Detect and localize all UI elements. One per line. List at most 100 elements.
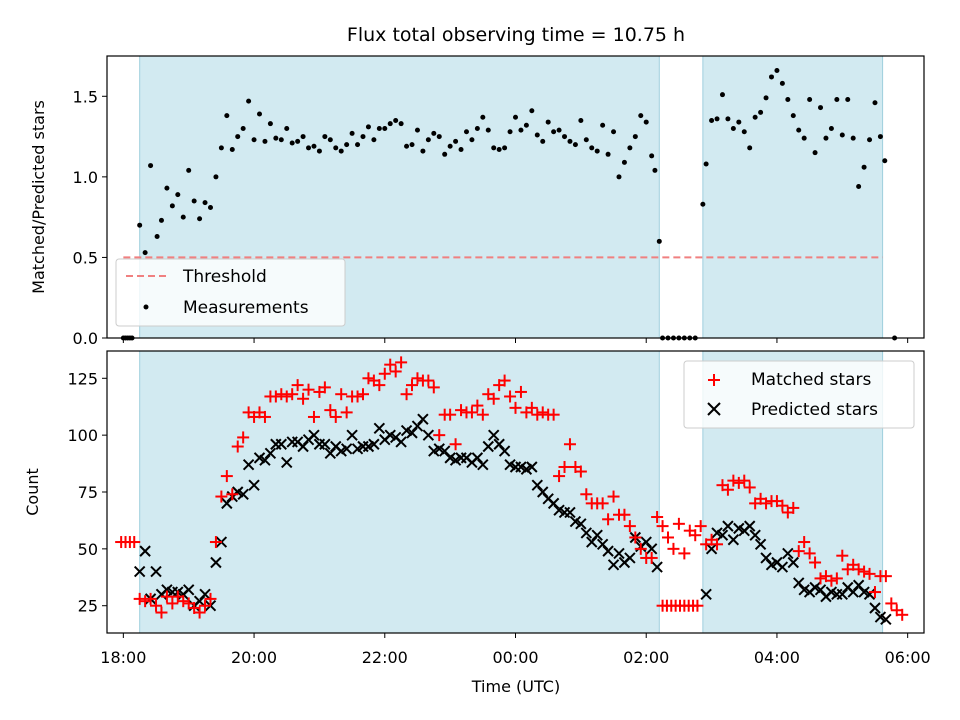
measurement-point bbox=[267, 121, 273, 127]
bottom-panel: 25 50 75 100 125 18:00 20:00 22:00 00:00 02:00 04:… bbox=[23, 350, 931, 696]
matched-star-point bbox=[465, 406, 478, 419]
measurement-point bbox=[774, 68, 780, 74]
matched-star-point bbox=[280, 390, 293, 403]
predicted-star-point bbox=[743, 520, 756, 532]
matched-star-point bbox=[215, 490, 228, 503]
measurement-point bbox=[289, 140, 295, 146]
measurement-point bbox=[763, 95, 769, 101]
measurement-point bbox=[257, 111, 263, 117]
measurement-point bbox=[589, 145, 595, 151]
measurement-point bbox=[365, 124, 371, 130]
measurement-point bbox=[567, 138, 573, 144]
measurement-point bbox=[306, 145, 312, 151]
matched-star-point bbox=[830, 572, 843, 585]
measurement-point bbox=[207, 204, 213, 210]
x-tick-label: 20:00 bbox=[231, 648, 277, 667]
measurement-point bbox=[627, 145, 633, 151]
matched-star-point bbox=[297, 392, 310, 405]
measurement-point bbox=[556, 127, 562, 133]
measurement-point bbox=[158, 217, 164, 223]
shaded-interval-0 bbox=[139, 350, 660, 634]
measurement-point bbox=[872, 100, 878, 106]
x-tick-label: 06:00 bbox=[885, 648, 931, 667]
measurement-point bbox=[295, 138, 301, 144]
measurement-point bbox=[436, 134, 442, 140]
x-tick-label: 02:00 bbox=[623, 648, 669, 667]
measurement-point bbox=[175, 192, 181, 198]
matched-star-point bbox=[711, 538, 724, 551]
top-y-tick-label: 0.0 bbox=[73, 329, 98, 348]
measurement-point bbox=[453, 138, 459, 144]
matched-star-point bbox=[378, 367, 391, 380]
measurement-point bbox=[779, 80, 785, 86]
measurement-point bbox=[513, 114, 518, 120]
measurement-point bbox=[845, 97, 851, 103]
measurement-point bbox=[485, 127, 491, 133]
matched-star-point bbox=[340, 406, 353, 419]
predicted-star-point bbox=[607, 559, 620, 571]
legend-measurements-swatch bbox=[143, 304, 149, 310]
matched-star-point bbox=[318, 381, 331, 394]
count-points bbox=[115, 356, 909, 626]
matched-star-point bbox=[896, 608, 909, 621]
measurement-point bbox=[572, 142, 578, 148]
predicted-star-point bbox=[705, 543, 718, 555]
predicted-star-point bbox=[139, 545, 151, 557]
legend-predicted-swatch bbox=[707, 402, 721, 416]
matched-star-point bbox=[231, 440, 244, 453]
matched-star-point bbox=[487, 392, 500, 405]
predicted-star-point bbox=[346, 429, 358, 441]
matched-star-point bbox=[291, 379, 304, 392]
predicted-star-point bbox=[477, 459, 489, 471]
x-axis-label: Time (UTC) bbox=[471, 677, 560, 696]
top-legend: Threshold Measurements bbox=[115, 258, 346, 327]
measurement-point bbox=[442, 151, 448, 157]
matched-star-point bbox=[574, 465, 587, 478]
matched-star-point bbox=[558, 460, 571, 473]
predicted-star-point bbox=[602, 545, 614, 557]
matched-star-point bbox=[672, 517, 685, 530]
matched-star-point bbox=[689, 529, 702, 542]
measurement-point bbox=[425, 137, 431, 143]
measurement-point bbox=[246, 98, 252, 104]
measurement-point bbox=[154, 233, 160, 239]
matched-star-point bbox=[335, 388, 348, 401]
predicted-star-point bbox=[591, 529, 603, 541]
matched-star-point bbox=[825, 574, 838, 587]
matched-star-point bbox=[531, 408, 544, 421]
measurement-point bbox=[463, 129, 469, 135]
matched-star-point bbox=[509, 401, 522, 414]
measurement-point bbox=[518, 127, 524, 133]
measurement-point bbox=[812, 150, 818, 156]
measurement-point bbox=[818, 105, 824, 111]
predicted-star-point bbox=[782, 547, 794, 560]
matched-star-point bbox=[738, 474, 751, 487]
measurement-point bbox=[545, 119, 551, 125]
measurement-point bbox=[469, 137, 475, 143]
chart-title: Flux total observing time = 10.75 h bbox=[347, 24, 685, 46]
measurement-point bbox=[877, 134, 883, 140]
predicted-star-point bbox=[488, 429, 500, 441]
measurement-point bbox=[480, 114, 486, 120]
matched-star-point bbox=[809, 556, 822, 569]
matched-star-point bbox=[623, 520, 636, 533]
matched-star-point bbox=[406, 379, 419, 392]
top-y-tick-label: 1.0 bbox=[73, 168, 98, 187]
matched-star-point bbox=[433, 429, 446, 442]
measurement-point bbox=[850, 135, 856, 141]
measurement-point bbox=[725, 116, 731, 122]
legend-predicted-label: Predicted stars bbox=[751, 400, 878, 420]
predicted-star-point bbox=[880, 613, 892, 626]
matched-star-point bbox=[204, 592, 217, 605]
measurement-point bbox=[796, 127, 802, 133]
matched-star-point bbox=[563, 438, 576, 451]
measurement-point bbox=[656, 238, 662, 244]
top-panel: 0.0 0.5 1.0 1.5 Matched/Predicted stars Thr… bbox=[29, 55, 925, 348]
matched-star-point bbox=[449, 438, 462, 451]
matched-star-point bbox=[776, 499, 789, 512]
measurement-point bbox=[316, 148, 322, 154]
measurement-point bbox=[523, 122, 529, 128]
matched-star-point bbox=[400, 388, 413, 401]
matched-star-point bbox=[329, 410, 342, 423]
measurement-point bbox=[652, 167, 658, 173]
